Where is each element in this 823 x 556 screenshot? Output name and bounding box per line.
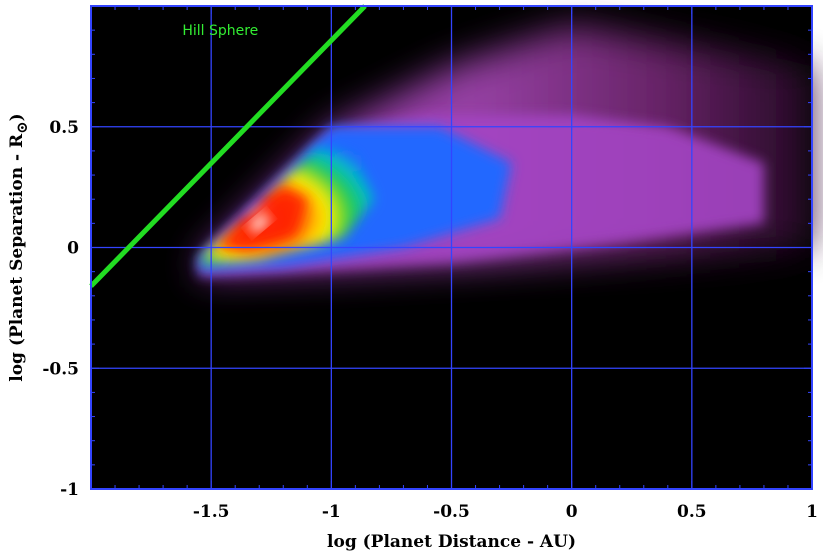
x-axis-label: log (Planet Distance - AU)	[327, 532, 576, 552]
y-tick-label: -0.5	[42, 359, 79, 379]
x-tick-label: 0.5	[677, 502, 707, 522]
y-axis-ticks: -1 -0.5 0 0.5	[42, 5, 812, 500]
y-tick-label: 0	[67, 239, 79, 259]
hill-sphere-line	[89, 4, 367, 288]
grid-lines	[91, 6, 812, 489]
x-tick-label: -1	[322, 502, 341, 522]
y-axis-label: log (Planet Separation - R⊙)	[7, 113, 31, 381]
x-tick-label: -1.5	[193, 502, 230, 522]
x-tick-label: 1	[806, 502, 818, 522]
x-tick-label: -0.5	[433, 502, 470, 522]
density-peak-white	[249, 214, 270, 233]
y-axis-label-close: )	[7, 113, 27, 121]
y-tick-label: -1	[60, 480, 79, 500]
x-tick-label: 0	[566, 502, 578, 522]
y-axis-label-text: log (Planet Separation - R	[7, 133, 27, 382]
density-field	[199, 25, 813, 277]
hill-sphere-line-segment	[89, 4, 367, 288]
y-axis-label-sun-symbol: ⊙	[13, 121, 31, 134]
x-axis-ticks: -1.5 -1 -0.5 0 0.5 1	[90, 6, 818, 522]
y-tick-label: 0.5	[49, 118, 79, 138]
hill-sphere-label: Hill Sphere	[182, 23, 258, 39]
